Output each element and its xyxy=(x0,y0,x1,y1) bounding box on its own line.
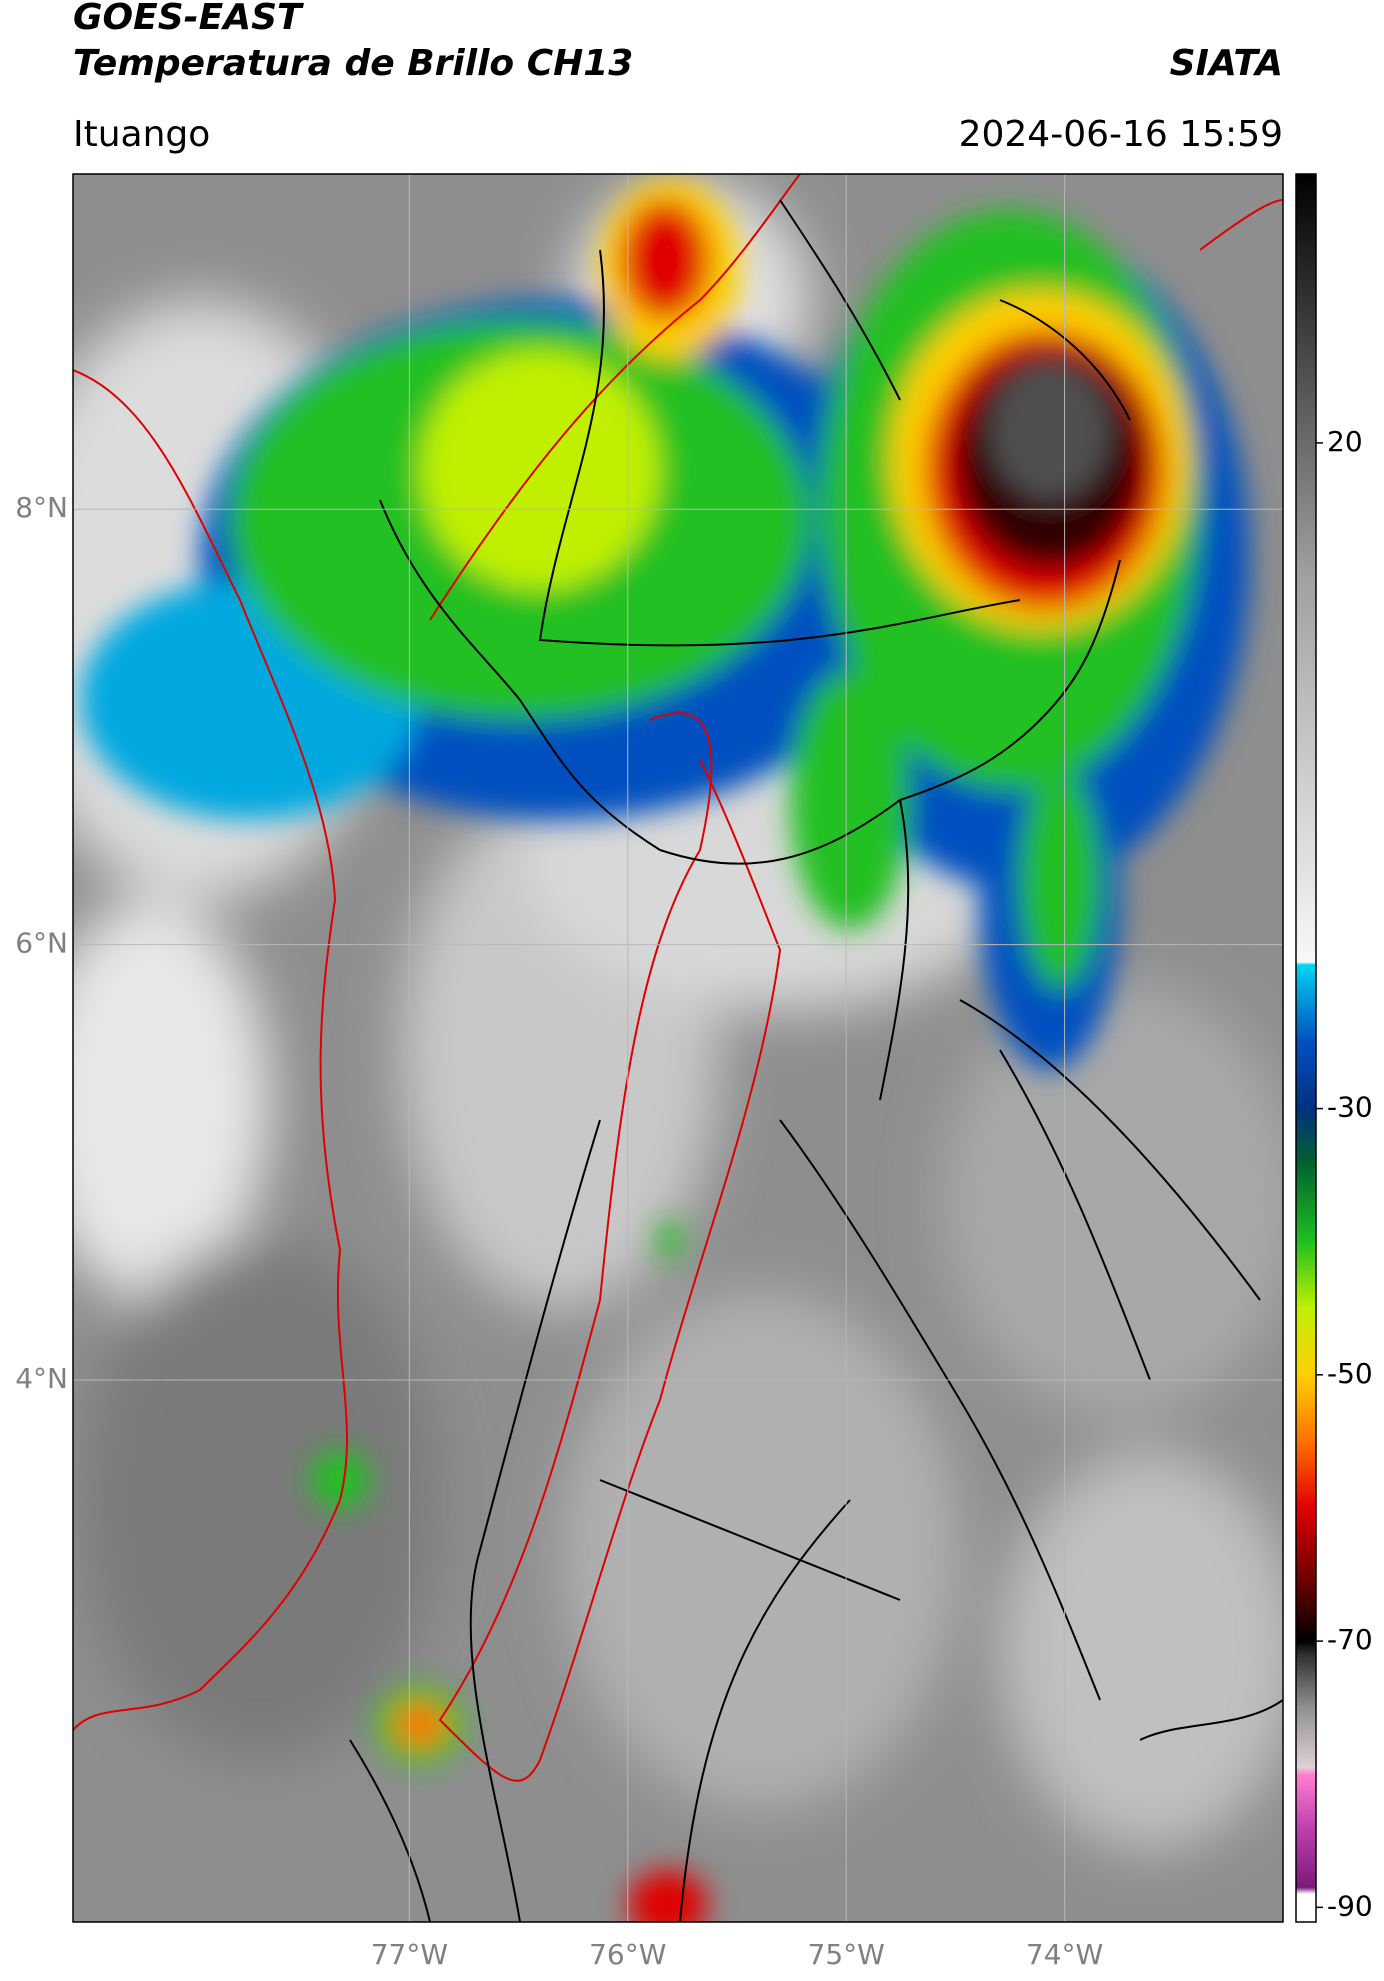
timestamp: 2024-06-16 15:59 xyxy=(959,114,1283,155)
subtitle: Temperatura de Brillo CH13 xyxy=(73,43,633,84)
colorbar-tick-label: -70 xyxy=(1327,1623,1373,1656)
satellite-image xyxy=(73,174,1283,1922)
y-tick-label: 8°N xyxy=(15,491,68,524)
colorbar-tick-label: -90 xyxy=(1327,1889,1373,1922)
colorbar-tick-label: -30 xyxy=(1327,1091,1373,1124)
y-tick-label: 6°N xyxy=(15,927,68,960)
x-tick-label: 77°W xyxy=(371,1938,448,1971)
colorbar-tick-label: -50 xyxy=(1327,1357,1373,1390)
x-tick-label: 75°W xyxy=(808,1938,885,1971)
colorbar xyxy=(1295,173,1317,1923)
map-frame xyxy=(72,173,1284,1923)
y-tick-label: 4°N xyxy=(15,1362,68,1395)
x-tick-label: 76°W xyxy=(589,1938,666,1971)
title: GOES-EAST xyxy=(73,0,304,38)
source: SIATA xyxy=(1170,43,1283,84)
x-tick-label: 74°W xyxy=(1026,1938,1103,1971)
colorbar-tick-label: 20 xyxy=(1327,425,1363,458)
location: Ituango xyxy=(73,114,210,155)
